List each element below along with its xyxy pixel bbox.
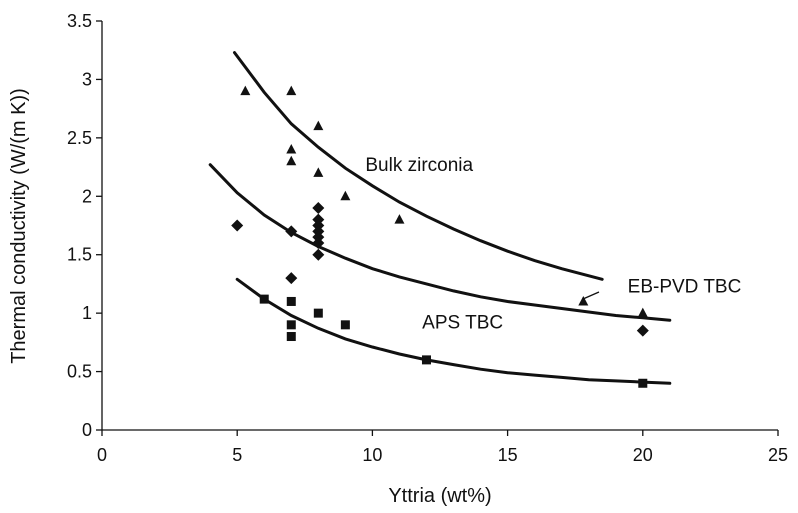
- annotation-aps-tbc: APS TBC: [422, 313, 503, 334]
- point-bulk-zirconia: [313, 120, 324, 131]
- y-axis-title: Thermal conductivity (W/(m K)): [8, 88, 30, 364]
- point-eb-pvd-tbc: [312, 201, 325, 214]
- x-tick-label: 20: [633, 445, 653, 465]
- ticks: [96, 20, 779, 436]
- point-eb-pvd-tbc: [312, 248, 325, 261]
- point-eb-pvd-tbc: [231, 219, 244, 232]
- point-eb-pvd-tbc: [285, 272, 298, 285]
- point-bulk-zirconia: [286, 155, 297, 166]
- y-tick-label: 0: [82, 420, 92, 440]
- annotation-eb-pvd-tbc: EB-PVD TBC: [628, 276, 742, 297]
- point-bulk-zirconia: [286, 85, 297, 96]
- y-tick-label: 1: [82, 303, 92, 323]
- y-tick-label: 2.5: [67, 128, 92, 148]
- data-points: [231, 85, 649, 388]
- eb-pvd-leader-line: [582, 291, 600, 300]
- point-aps-tbc: [286, 332, 296, 342]
- curve-bulk-zirconia: [233, 51, 604, 281]
- fit-curves: [208, 51, 672, 385]
- point-bulk-zirconia: [394, 214, 405, 224]
- x-tick-label: 10: [362, 445, 382, 465]
- annotations: Bulk zirconia EB-PVD TBC APS TBC: [365, 155, 741, 334]
- y-tick-label: 3: [82, 69, 92, 89]
- curve-aps-tbc: [235, 277, 672, 385]
- point-aps-tbc: [340, 320, 350, 330]
- x-tick-label: 0: [97, 445, 107, 465]
- point-bulk-zirconia: [313, 167, 324, 177]
- point-aps-tbc: [259, 294, 269, 304]
- annotation-bulk-zirconia: Bulk zirconia: [365, 155, 473, 176]
- point-aps-tbc: [421, 355, 431, 365]
- point-bulk-zirconia: [578, 295, 589, 306]
- x-axis-title: Yttria (wt%): [388, 485, 491, 507]
- x-tick-label: 5: [232, 445, 242, 465]
- axes: [101, 21, 778, 431]
- point-bulk-zirconia: [340, 190, 351, 201]
- point-eb-pvd-tbc: [636, 324, 649, 337]
- curve-eb-pvd-tbc: [208, 163, 672, 322]
- y-tick-label: 1.5: [67, 245, 92, 265]
- point-bulk-zirconia: [286, 144, 297, 154]
- point-bulk-zirconia: [637, 307, 648, 318]
- point-aps-tbc: [286, 296, 296, 306]
- x-tick-label: 15: [498, 445, 518, 465]
- y-tick-label: 2: [82, 186, 92, 206]
- point-aps-tbc: [313, 308, 323, 318]
- y-tick-label: 3.5: [67, 11, 92, 31]
- point-eb-pvd-tbc: [312, 237, 325, 250]
- point-bulk-zirconia: [240, 85, 251, 96]
- point-aps-tbc: [638, 378, 648, 388]
- tick-labels: 0 5 10 15 20 25 0 0.5 1 1.5 2 2.5 3 3.5: [67, 11, 788, 465]
- y-tick-label: 0.5: [67, 362, 92, 382]
- x-tick-label: 25: [768, 445, 788, 465]
- point-eb-pvd-tbc: [285, 225, 298, 238]
- point-aps-tbc: [286, 320, 296, 330]
